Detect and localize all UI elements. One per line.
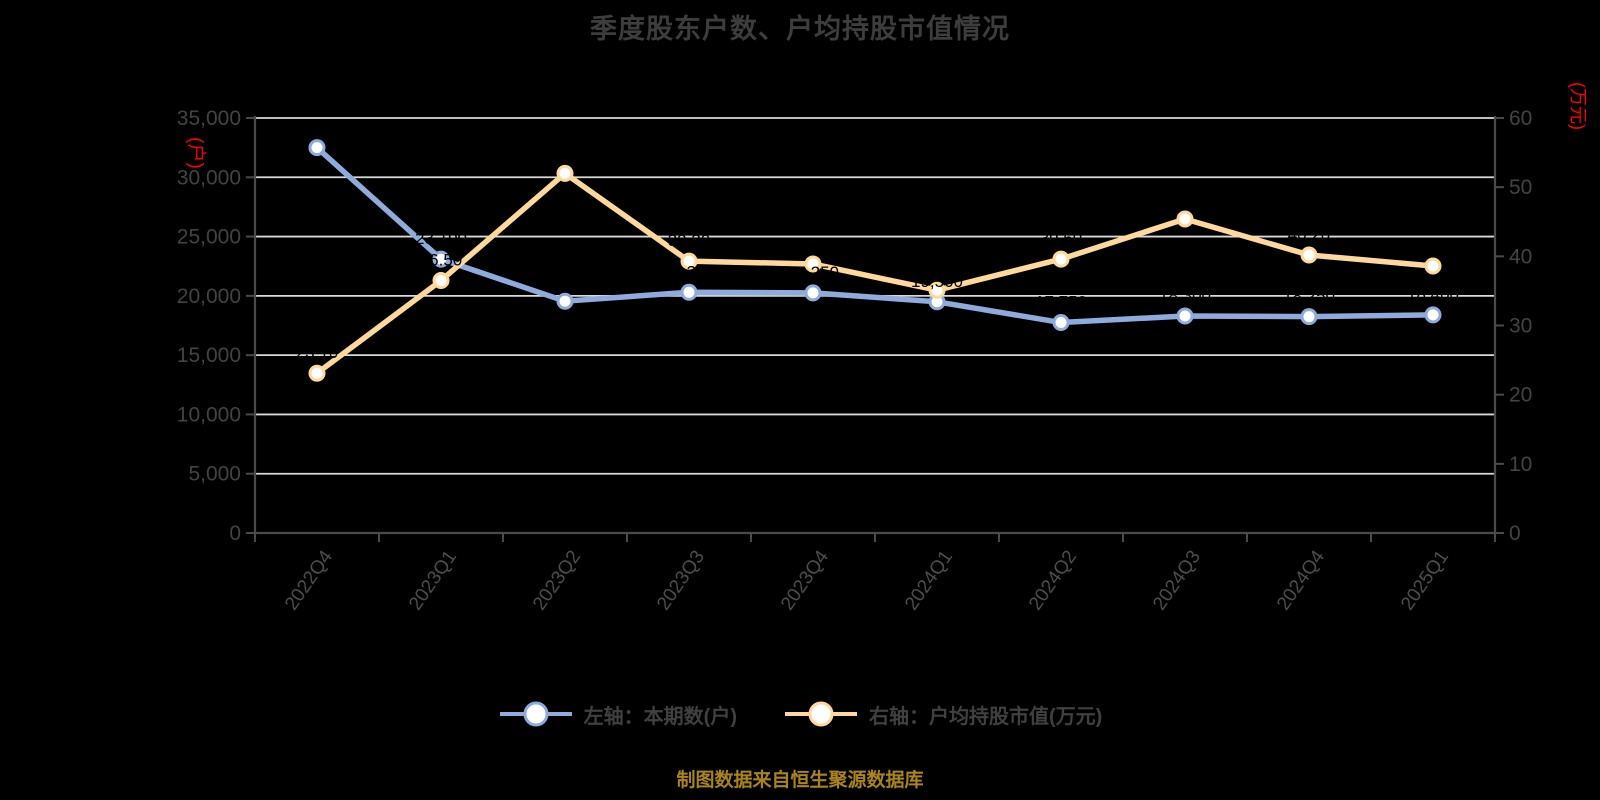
data-point-marker xyxy=(1176,307,1194,325)
data-label: 39.30 xyxy=(668,231,711,250)
x-axis-label: 2022Q4 xyxy=(281,546,337,614)
data-label: 38.90 xyxy=(792,234,835,253)
left-axis-tick-label: 20,000 xyxy=(177,285,241,308)
data-point-marker xyxy=(1424,257,1442,275)
legend-marker-icon xyxy=(499,701,572,727)
data-point-marker xyxy=(1424,306,1442,324)
legend-item-left-axis: 左轴：本期数(户) xyxy=(498,699,737,729)
x-axis-label: 2024Q4 xyxy=(1273,546,1329,614)
left-axis-unit-label: (户) xyxy=(185,137,207,169)
legend-marker-icon xyxy=(785,701,857,727)
x-axis-label: 2024Q2 xyxy=(1025,547,1081,614)
data-label: 52.00 xyxy=(544,143,587,162)
x-axis-label: 2024Q3 xyxy=(1149,547,1205,614)
data-point-marker xyxy=(1052,250,1070,268)
x-axis-label: 2023Q1 xyxy=(405,547,461,614)
left-axis-tick-label: 0 xyxy=(229,522,241,545)
data-label: 18,250 xyxy=(1283,287,1335,306)
data-point-marker xyxy=(556,292,574,310)
data-point-marker xyxy=(432,250,450,268)
data-label: 35.10 xyxy=(916,260,959,279)
data-label: 23.10 xyxy=(296,343,339,362)
data-label: 20,250 xyxy=(787,263,839,282)
data-point-marker xyxy=(680,252,698,270)
data-label: 17,750 xyxy=(1035,293,1087,312)
right-axis-tick-label: 20 xyxy=(1509,384,1532,407)
series-line-shareholders xyxy=(314,144,1436,326)
series-line-avg-value xyxy=(314,170,1436,376)
right-axis-tick-label: 50 xyxy=(1509,176,1532,199)
x-axis-label: 2024Q1 xyxy=(901,547,957,614)
data-source-caption: 制图数据来自恒生聚源数据库 xyxy=(676,770,924,791)
left-axis-tick-label: 30,000 xyxy=(177,166,241,189)
x-axis-label: 2023Q2 xyxy=(529,547,585,614)
data-label: 20,300 xyxy=(663,262,715,281)
data-point-marker xyxy=(804,284,822,302)
legend-marker-circle xyxy=(808,701,834,727)
data-label: 32,500 xyxy=(291,118,343,137)
data-label: 18,300 xyxy=(1159,286,1211,305)
right-axis-tick-label: 10 xyxy=(1509,453,1532,476)
data-label: 40.20 xyxy=(1288,225,1331,244)
data-label: 38.60 xyxy=(1412,236,1455,255)
legend-item-right-axis: 右轴：户均持股市值(万元) xyxy=(783,699,1102,729)
data-label: 19,500 xyxy=(911,272,963,291)
left-axis-tick-label: 25,000 xyxy=(177,226,241,249)
data-label: 36.50 xyxy=(420,251,463,270)
data-label: 45.40 xyxy=(1164,189,1207,208)
right-axis-tick-label: 40 xyxy=(1509,245,1532,268)
data-point-marker xyxy=(308,139,326,157)
left-axis-tick-label: 15,000 xyxy=(177,344,241,367)
legend-marker-circle xyxy=(523,701,549,727)
right-axis-tick-label: 0 xyxy=(1509,522,1521,545)
data-label: 19,550 xyxy=(539,271,591,290)
x-axis-label: 2023Q4 xyxy=(777,546,833,614)
data-point-marker xyxy=(432,272,450,290)
data-point-marker xyxy=(928,281,946,299)
legend-item-label: 左轴：本期数(户) xyxy=(583,705,737,728)
data-label: 39.60 xyxy=(1040,229,1083,248)
data-point-marker xyxy=(308,364,326,382)
right-axis-tick-label: 30 xyxy=(1509,315,1532,338)
left-axis-tick-label: 5,000 xyxy=(188,463,241,486)
data-point-marker xyxy=(556,164,574,182)
x-axis-label: 2023Q3 xyxy=(653,547,709,614)
right-axis-unit-label: (万元) xyxy=(1568,82,1588,130)
data-point-marker xyxy=(1300,308,1318,326)
data-label: 23,100 xyxy=(415,229,467,248)
data-point-marker xyxy=(804,255,822,273)
legend-item-label: 右轴：户均持股市值(万元) xyxy=(869,705,1103,728)
left-axis-tick-label: 10,000 xyxy=(177,403,241,426)
data-point-marker xyxy=(1300,246,1318,264)
x-axis-label: 2025Q1 xyxy=(1397,547,1453,614)
right-axis-tick-label: 60 xyxy=(1509,107,1532,130)
data-label: 18,400 xyxy=(1407,285,1459,304)
data-point-marker xyxy=(1176,210,1194,228)
left-axis-tick-label: 35,000 xyxy=(177,107,241,130)
data-point-marker xyxy=(680,283,698,301)
legend: 左轴：本期数(户) 右轴：户均持股市值(万元) xyxy=(0,699,1600,729)
chart-title: 季度股东户数、户均持股市值情况 xyxy=(590,14,1010,44)
data-point-marker xyxy=(1052,314,1070,332)
